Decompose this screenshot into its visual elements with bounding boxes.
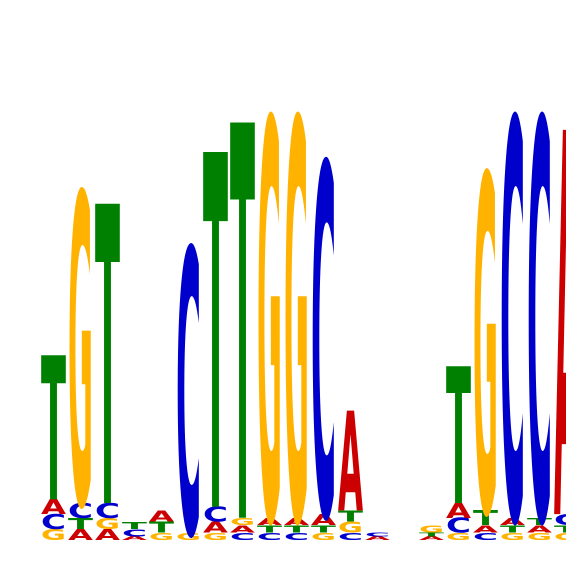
letter-c: C [95, 499, 120, 523]
letter-t: T [257, 524, 283, 536]
letter-g: G [419, 524, 444, 536]
letter-c: C [527, 11, 552, 566]
letter-a: A [95, 526, 121, 543]
letter-c: C [257, 531, 282, 543]
letter-c: C [41, 510, 66, 534]
letter-g: G [41, 526, 66, 544]
letter-g: G [446, 531, 471, 543]
letter-t: T [311, 524, 337, 536]
letter-g: G [473, 84, 498, 566]
letter-t: T [149, 519, 174, 537]
letter-c: C [311, 68, 336, 566]
letter-a: A [500, 516, 526, 528]
letter-a: A [257, 516, 283, 528]
letter-a: A [419, 536, 444, 542]
letter-a: A [68, 526, 94, 543]
letter-c: C [122, 527, 147, 539]
logo-position-15: ATG [419, 524, 444, 542]
letter-t: T [419, 532, 444, 538]
letter-g: G [68, 109, 93, 566]
letter-a: A [473, 523, 499, 535]
letter-a: A [41, 496, 66, 519]
letter-c: C [284, 531, 309, 543]
letter-g: G [230, 516, 255, 528]
letter-g: G [149, 531, 174, 543]
letter-g: G [284, 11, 309, 566]
logo-position-6: GC [176, 172, 201, 566]
letter-g: G [554, 531, 566, 543]
letter-g: G [338, 519, 363, 537]
letter-t: T [284, 524, 310, 536]
letter-t: T [473, 507, 499, 530]
letter-t: T [527, 516, 553, 528]
letter-t: T [500, 524, 526, 536]
letter-g: G [95, 515, 120, 533]
letter-g: G [500, 531, 525, 543]
letter-c: C [554, 512, 566, 529]
letter-a: A [122, 536, 147, 542]
letter-c: C [473, 531, 498, 543]
letter-c: C [230, 531, 255, 543]
letter-c: C [365, 532, 390, 538]
logo-position-4: ACT [122, 520, 148, 541]
letter-c: C [176, 172, 201, 566]
letter-t: T [338, 507, 363, 525]
letter-t: T [41, 316, 66, 547]
letter-t: T [554, 524, 566, 536]
letter-g: G [176, 531, 201, 543]
letter-a: A [365, 536, 390, 542]
letter-g: G [527, 531, 552, 543]
letter-a: A [554, 26, 566, 566]
letter-a: A [203, 519, 229, 536]
letter-a: A [284, 516, 310, 528]
letter-t: T [203, 57, 228, 566]
letter-c: C [68, 499, 93, 523]
letter-t: T [95, 121, 120, 566]
letter-g: G [257, 11, 282, 566]
letter-c: C [500, 11, 525, 566]
letter-t: T [230, 14, 255, 566]
letter-g: G [311, 531, 336, 543]
letter-a: A [311, 511, 337, 528]
letter-a: A [446, 500, 471, 523]
letter-g: G [203, 531, 228, 543]
letter-t: T [68, 515, 93, 533]
letter-t: T [122, 520, 148, 532]
logo-position-5: GTA [149, 508, 175, 543]
logo-position-13: AC [365, 532, 390, 542]
letter-a: A [149, 508, 175, 525]
letter-a: A [527, 523, 553, 535]
letter-a: A [338, 385, 363, 543]
letter-a: A [230, 523, 256, 535]
logo-position-20: GTCA [554, 26, 566, 566]
letter-t: T [446, 330, 471, 548]
letter-c: C [446, 514, 471, 538]
letter-c: C [338, 531, 363, 543]
letter-c: C [203, 503, 228, 527]
